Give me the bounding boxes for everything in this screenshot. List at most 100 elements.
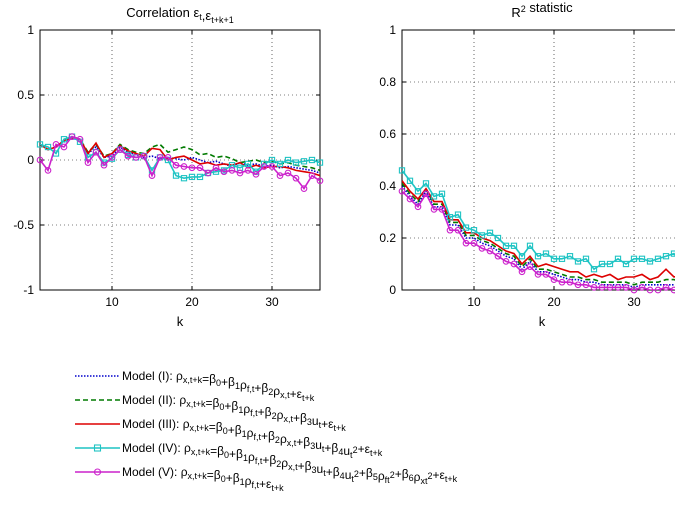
legend-marker bbox=[93, 468, 102, 476]
data-point-model-v bbox=[60, 143, 68, 151]
y-tick-label: 0.4 bbox=[379, 179, 396, 193]
data-point-model-v bbox=[236, 169, 244, 177]
data-point-model-v bbox=[300, 185, 308, 192]
data-point-model-iv bbox=[430, 193, 438, 200]
x-tick-label: 10 bbox=[467, 295, 481, 309]
series-line-model-v bbox=[40, 135, 320, 191]
plot-frame bbox=[401, 29, 675, 291]
data-point-model-v bbox=[510, 260, 518, 268]
legend: Model (I): ρx,t+k=β0+β1ρf,t+β2ρx,t+εt+kM… bbox=[75, 369, 458, 493]
x-tick-label: 30 bbox=[627, 295, 641, 309]
data-point-model-v bbox=[36, 156, 44, 164]
data-point-model-v bbox=[196, 164, 204, 172]
legend-entry-model-ii: Model (II): ρx,t+k=β0+β1ρf,t+β2ρx,t+β3ut… bbox=[75, 393, 346, 433]
data-point-model-iv bbox=[502, 242, 510, 249]
data-point-model-v bbox=[494, 252, 502, 260]
legend-marker bbox=[93, 444, 102, 452]
y-tick-label: 0.6 bbox=[379, 127, 396, 141]
data-point-model-v bbox=[550, 276, 558, 283]
data-point-model-iv bbox=[438, 190, 446, 197]
legend-label: Model (I): ρx,t+k=β0+β1ρf,t+β2ρx,t+εt+k bbox=[122, 369, 315, 403]
chart-title: Correlation εt,εt+k+1 bbox=[126, 5, 233, 25]
data-point-model-v bbox=[534, 271, 542, 278]
y-tick-label: 0.5 bbox=[17, 88, 34, 102]
x-tick-label: 20 bbox=[185, 295, 199, 309]
data-point-model-iv bbox=[172, 172, 180, 179]
data-point-model-v bbox=[646, 286, 654, 294]
data-point-model-v bbox=[422, 190, 430, 198]
legend-entry-model-iii: Model (III): ρx,t+k=β0+β1ρf,t+β2ρx,t+β3u… bbox=[75, 417, 383, 460]
data-point-model-v bbox=[622, 284, 630, 291]
data-point-model-v bbox=[630, 286, 638, 294]
data-point-model-v bbox=[268, 163, 276, 170]
data-point-model-v bbox=[156, 154, 164, 161]
data-point-model-v bbox=[188, 164, 196, 172]
data-point-model-iv bbox=[284, 156, 292, 164]
data-point-model-v bbox=[454, 226, 462, 234]
data-point-model-iv bbox=[316, 159, 324, 166]
data-point-model-iv bbox=[478, 232, 486, 239]
data-point-model-v bbox=[276, 172, 284, 179]
y-tick-label: 1 bbox=[389, 23, 396, 37]
data-point-model-iv bbox=[292, 159, 300, 166]
data-point-model-v bbox=[116, 146, 124, 153]
data-point-model-iv bbox=[630, 255, 638, 262]
chart-title: R2 statistic bbox=[511, 0, 573, 20]
series-line-model-i bbox=[402, 185, 675, 289]
data-point-model-v bbox=[308, 172, 316, 179]
data-point-model-v bbox=[558, 278, 566, 286]
data-point-model-v bbox=[590, 284, 598, 291]
data-point-model-v bbox=[518, 268, 526, 276]
data-point-model-v bbox=[662, 284, 670, 291]
data-point-model-v bbox=[446, 226, 454, 234]
data-point-model-v bbox=[212, 164, 220, 172]
data-point-model-v bbox=[148, 172, 156, 179]
data-point-model-v bbox=[260, 163, 268, 170]
legend-entry-model-iv: Model (IV): ρx,t+k=β0+β1ρf,t+β2ρx,t+β3ut… bbox=[75, 441, 458, 486]
data-point-model-iv bbox=[188, 173, 196, 181]
data-point-model-v bbox=[100, 161, 108, 169]
data-point-model-iv bbox=[398, 167, 406, 174]
data-point-model-v bbox=[670, 286, 675, 294]
series-line-model-iv bbox=[402, 169, 675, 271]
y-tick-label: 0.8 bbox=[379, 75, 396, 89]
data-point-model-v bbox=[462, 239, 470, 247]
series-line-model-iii bbox=[40, 137, 320, 177]
x-tick-label: 20 bbox=[547, 295, 561, 309]
data-point-model-iv bbox=[406, 177, 414, 184]
data-point-model-iv bbox=[268, 156, 276, 164]
data-point-model-iv bbox=[44, 143, 52, 151]
data-point-model-iv bbox=[414, 188, 422, 195]
data-point-model-iv bbox=[590, 266, 598, 273]
data-point-model-v bbox=[654, 286, 662, 294]
data-point-model-v bbox=[140, 152, 148, 160]
data-point-model-v bbox=[124, 152, 132, 160]
data-point-model-iv bbox=[646, 258, 654, 265]
y-tick-label: 1 bbox=[27, 23, 34, 37]
data-point-model-iv bbox=[180, 175, 188, 182]
y-tick-label: 0.2 bbox=[379, 231, 396, 245]
data-point-model-iv bbox=[566, 253, 574, 260]
data-point-model-v bbox=[542, 271, 550, 278]
correlation-panel: 10 20 30 -1 -0.5 0 0.5 1 k Correlation εt,εt+k+1 bbox=[13, 5, 324, 329]
data-point-model-iv bbox=[454, 211, 462, 218]
data-point-model-iv bbox=[670, 250, 675, 257]
legend-label: Model (V): ρx,t+k=β0+β1ρf,t+εt+k bbox=[122, 465, 284, 493]
data-point-model-iv bbox=[550, 255, 558, 262]
data-point-model-v bbox=[172, 161, 180, 169]
data-point-model-v bbox=[68, 133, 76, 140]
data-point-model-v bbox=[582, 281, 590, 289]
data-point-model-v bbox=[220, 168, 228, 176]
data-point-model-iv bbox=[212, 168, 220, 175]
data-point-model-iv bbox=[244, 160, 252, 168]
data-point-model-v bbox=[598, 284, 606, 291]
y-tick-label: -0.5 bbox=[13, 218, 34, 232]
data-point-model-iv bbox=[526, 242, 534, 249]
data-point-model-v bbox=[204, 169, 212, 177]
data-point-model-iv bbox=[276, 160, 284, 168]
legend-entry-model-v: Model (V): ρx,t+k=β0+β1ρf,t+εt+k bbox=[75, 465, 284, 493]
data-point-model-iv bbox=[598, 260, 606, 268]
data-point-model-v bbox=[406, 195, 414, 203]
data-point-model-iv bbox=[582, 255, 590, 262]
data-point-model-iv bbox=[60, 136, 68, 143]
